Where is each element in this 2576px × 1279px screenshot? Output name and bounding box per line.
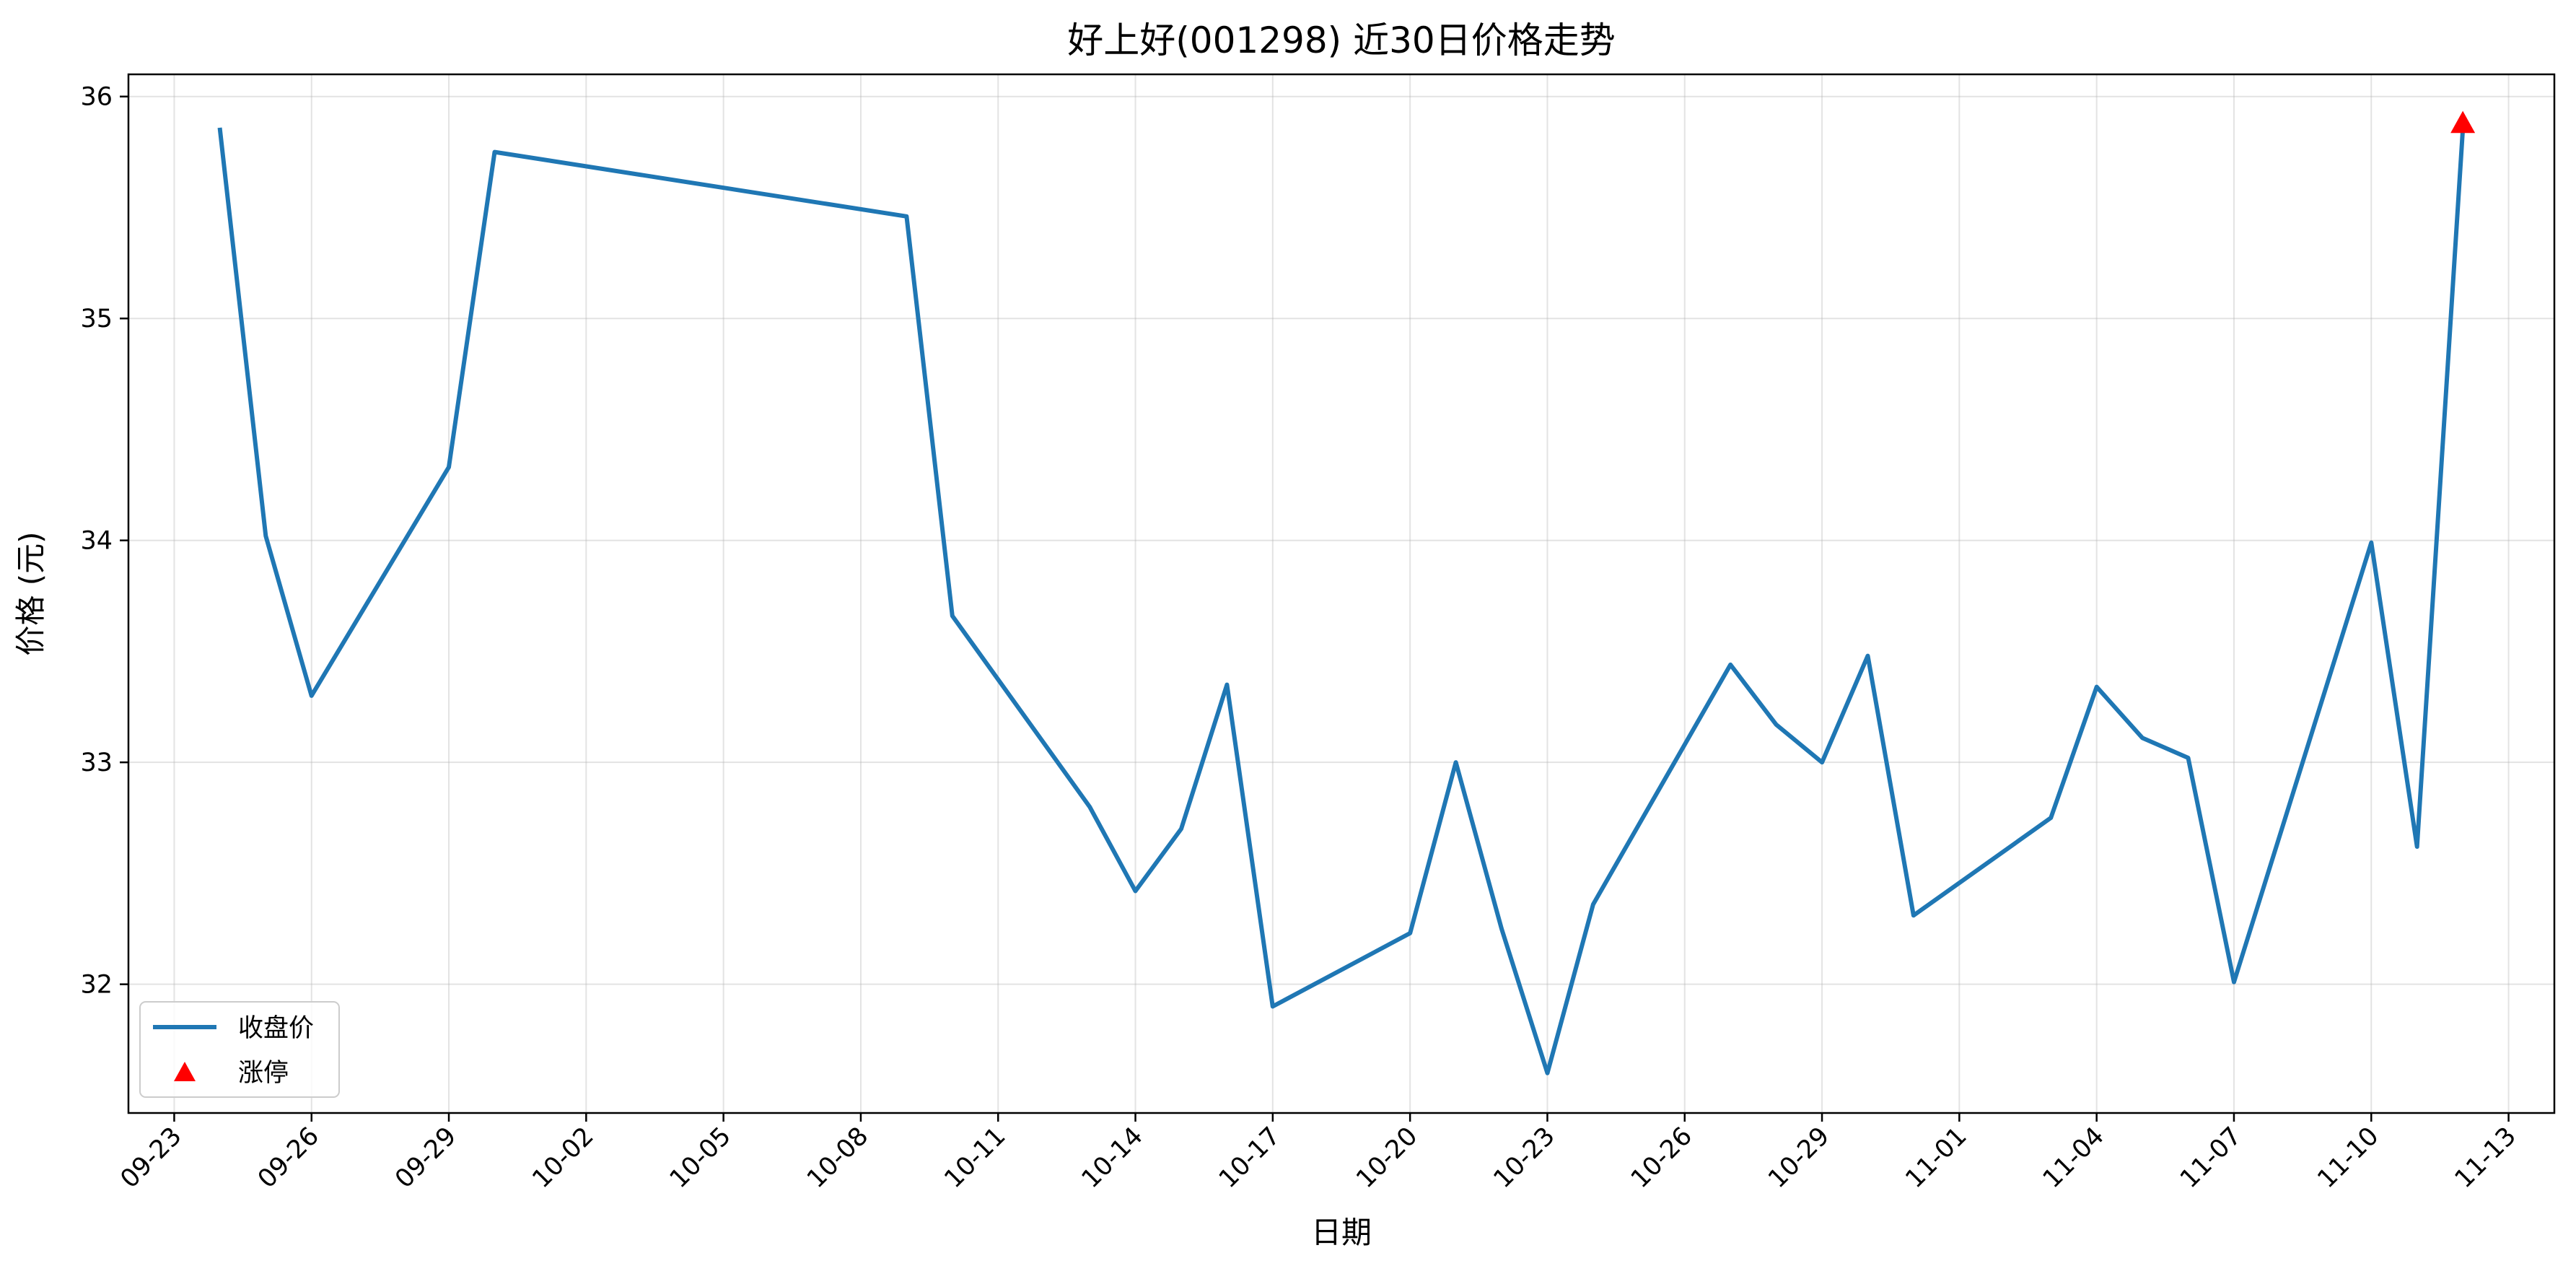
x-axis-label: 日期 [1311,1215,1372,1250]
y-tick-label: 35 [80,305,113,333]
y-axis-label: 价格 (元) [13,531,48,655]
legend-label-limit-up: 涨停 [238,1059,289,1088]
plot-frame [127,73,2556,1114]
limit-up-marker [2450,110,2476,134]
grid-lines [128,74,2554,1113]
y-tick-label: 33 [80,748,113,777]
series-line-closing-price [217,127,2466,1075]
y-tick-label: 32 [80,971,113,1000]
series-layer [217,110,2476,1075]
legend-marker-swatch [174,1062,196,1081]
y-tick-label: 34 [80,527,113,556]
y-tick-label: 36 [80,83,113,112]
chart-title: 好上好(001298) 近30日价格走势 [1067,19,1615,61]
legend-label-closing-price: 收盘价 [238,1014,314,1043]
